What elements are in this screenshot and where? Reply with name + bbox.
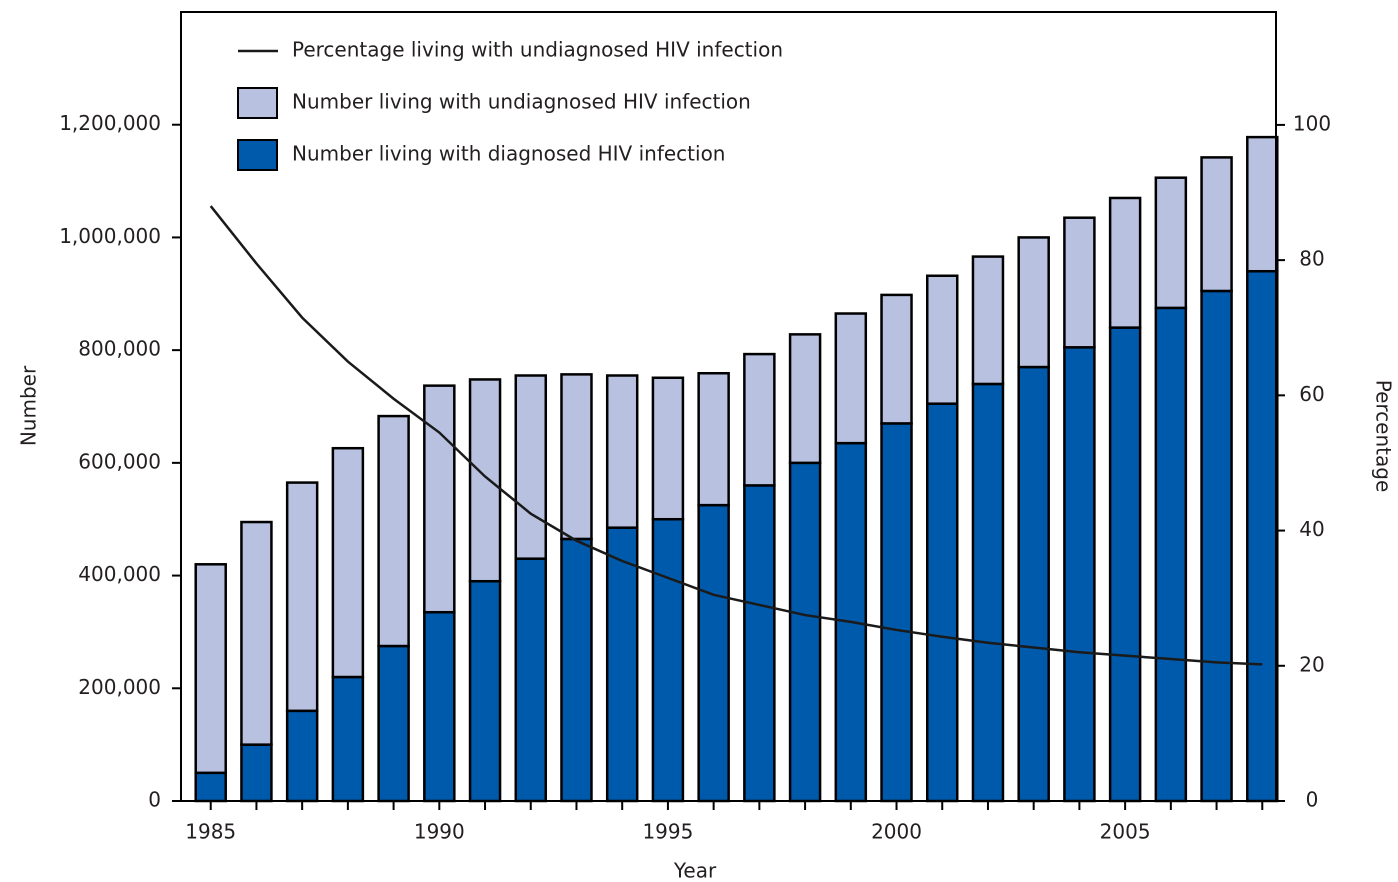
x-tick-label: 1990 xyxy=(414,820,465,844)
bar xyxy=(1108,326,1142,803)
x-tick-label: 2000 xyxy=(871,820,922,844)
y-tick-label: 800,000 xyxy=(78,337,161,361)
bar xyxy=(743,352,776,487)
legend-label: Percentage living with undiagnosed HIV i… xyxy=(292,38,783,62)
bar xyxy=(971,255,1005,386)
bar xyxy=(697,371,730,507)
bar xyxy=(1154,176,1188,310)
bar xyxy=(194,563,227,775)
y-tick-label: 1,000,000 xyxy=(59,224,161,248)
bar xyxy=(240,520,273,746)
bar xyxy=(1108,196,1142,329)
bar xyxy=(331,675,365,803)
bar xyxy=(514,374,548,560)
bar xyxy=(240,743,273,803)
y-tick-label: 400,000 xyxy=(78,562,161,586)
bar xyxy=(880,422,913,803)
bar xyxy=(468,378,502,583)
line xyxy=(209,205,1263,666)
bar xyxy=(331,446,365,679)
bar xyxy=(605,526,639,803)
bar xyxy=(377,414,410,648)
y-tick-label: 600,000 xyxy=(78,449,161,473)
bar xyxy=(925,402,959,803)
y-tick-label: 200,000 xyxy=(78,675,161,699)
bar xyxy=(377,644,410,803)
bar xyxy=(423,384,456,614)
y2-axis-label: Percentage xyxy=(1372,380,1396,493)
bar xyxy=(971,382,1005,803)
plot-frame xyxy=(180,11,1277,802)
bar xyxy=(468,579,502,803)
bar xyxy=(423,610,456,803)
bar xyxy=(925,274,959,405)
bar xyxy=(1063,216,1096,349)
y2-tick-label: 20 xyxy=(1299,652,1324,676)
bar xyxy=(560,373,593,541)
legend-swatch xyxy=(237,139,278,171)
bar xyxy=(788,461,822,803)
bar xyxy=(743,484,776,803)
bar xyxy=(1246,269,1279,803)
bar xyxy=(1017,365,1050,803)
bar xyxy=(651,517,685,803)
bar xyxy=(697,503,730,803)
legend-label: Number living with diagnosed HIV infecti… xyxy=(292,142,725,166)
bar xyxy=(1246,135,1279,273)
y2-tick-label: 60 xyxy=(1299,382,1324,406)
y-axis-label: Number xyxy=(17,365,41,446)
x-tick-label: 1995 xyxy=(642,820,693,844)
x-axis-label: Year xyxy=(673,859,717,882)
legend-label: Number living with undiagnosed HIV infec… xyxy=(292,90,751,114)
bar xyxy=(834,312,868,445)
bar xyxy=(285,709,319,803)
bar xyxy=(1200,156,1233,293)
bar xyxy=(1200,289,1233,803)
y2-tick-label: 80 xyxy=(1299,247,1324,271)
bar xyxy=(880,293,913,425)
y2-tick-label: 40 xyxy=(1299,517,1324,541)
y-tick-label: 0 xyxy=(148,788,161,812)
bar xyxy=(1063,346,1096,803)
bar xyxy=(560,537,593,803)
bar xyxy=(1154,306,1188,803)
y2-tick-label: 100 xyxy=(1293,111,1331,135)
bar xyxy=(194,771,227,803)
bar xyxy=(651,376,685,521)
bar xyxy=(514,557,548,803)
x-tick-label: 2005 xyxy=(1100,820,1151,844)
bar xyxy=(1017,236,1050,369)
bar xyxy=(788,333,822,465)
bar xyxy=(285,481,319,713)
x-tick-label: 1985 xyxy=(185,820,236,844)
y-tick-label: 1,200,000 xyxy=(59,111,161,135)
legend-swatch xyxy=(237,87,278,119)
bar xyxy=(605,374,639,529)
y2-tick-label: 0 xyxy=(1306,788,1319,812)
